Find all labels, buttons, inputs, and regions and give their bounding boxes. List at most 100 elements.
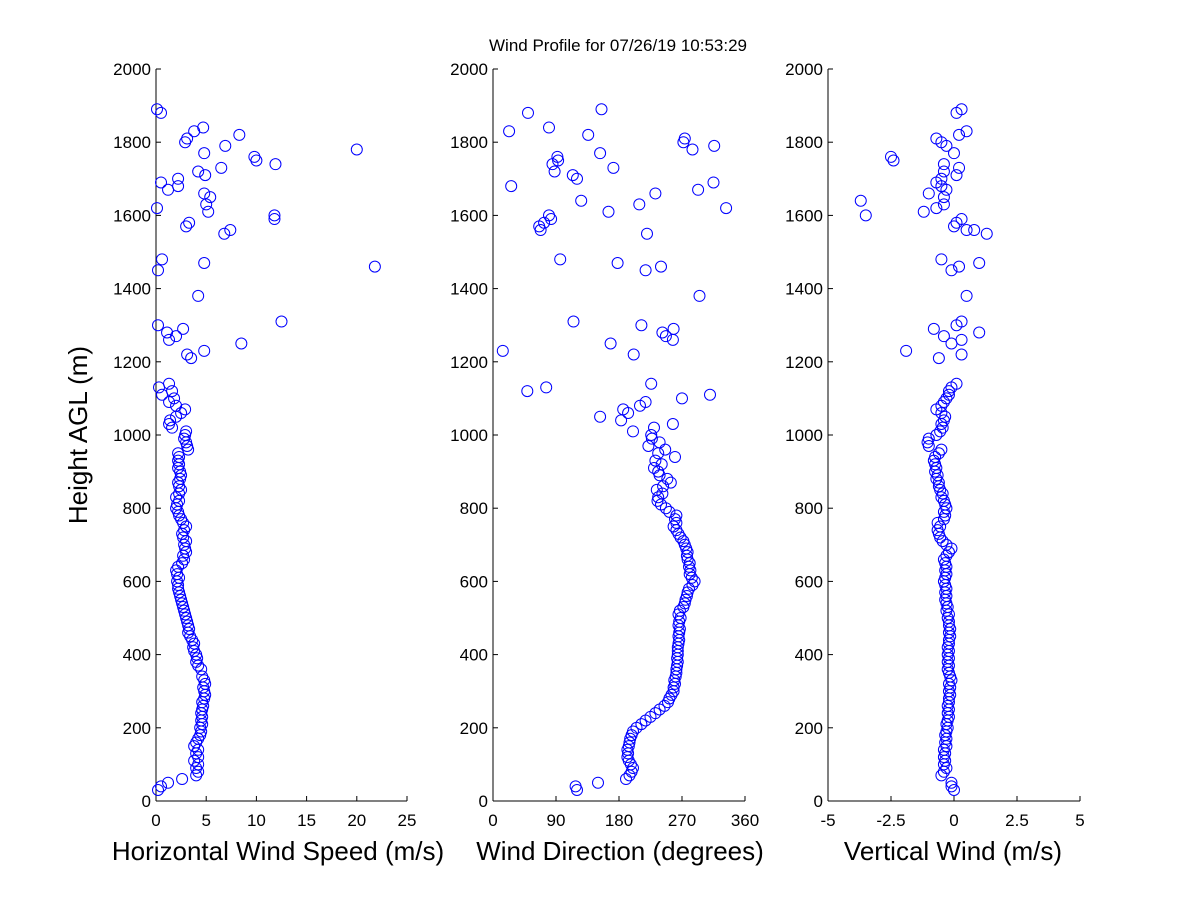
vertical-x-tick-label: -5 — [820, 811, 835, 830]
direction-data-point — [582, 128, 595, 141]
direction-data-point — [650, 483, 663, 496]
vertical-data-point — [922, 432, 935, 445]
direction-data-point — [665, 688, 678, 701]
speed-data-point — [219, 139, 232, 152]
direction-data-point — [522, 106, 534, 119]
speed-data-point — [275, 315, 288, 328]
direction-data-point — [663, 692, 676, 705]
vertical-x-tick-label: 0 — [949, 811, 958, 830]
direction-data-point — [655, 260, 667, 273]
vertical-data-point — [960, 289, 973, 302]
direction-data-point — [635, 718, 648, 731]
speed-y-tick-label: 1600 — [113, 206, 151, 225]
direction-data-point — [685, 571, 698, 584]
speed-data-point — [183, 216, 196, 229]
direction-data-point — [657, 480, 670, 493]
speed-data-point — [151, 202, 164, 215]
vertical-data-point — [942, 385, 955, 398]
speed-data-point — [180, 220, 193, 233]
direction-data-point — [664, 476, 677, 489]
vertical-data-point — [953, 161, 966, 174]
vertical-data-point — [934, 520, 947, 533]
direction-y-tick-label: 200 — [460, 719, 488, 738]
direction-data-point — [623, 736, 636, 749]
speed-data-point — [163, 377, 176, 390]
direction-data-point — [707, 176, 720, 189]
speed-data-point — [188, 754, 201, 767]
speed-data-point — [172, 560, 185, 573]
speed-data-point — [235, 337, 248, 350]
direction-data-point — [649, 707, 662, 720]
vertical-data-point — [931, 524, 944, 537]
speed-data-point — [155, 176, 168, 189]
vertical-data-point — [940, 538, 953, 551]
vertical-data-point — [948, 147, 960, 160]
vertical-data-point — [937, 198, 950, 211]
speed-data-point — [268, 209, 281, 222]
speed-data-point — [156, 253, 169, 266]
vertical-data-point — [937, 743, 950, 756]
direction-data-point — [635, 319, 648, 332]
vertical-data-point — [942, 388, 955, 401]
vertical-y-tick-label: 2000 — [785, 60, 823, 79]
direction-data-point — [604, 337, 617, 350]
speed-data-point — [199, 169, 212, 182]
speed-data-point — [248, 150, 261, 163]
speed-y-tick-label: 200 — [123, 719, 151, 738]
vertical-data-point — [960, 224, 973, 237]
vertical-data-point — [927, 322, 940, 335]
vertical-y-tick-label: 1800 — [785, 133, 823, 152]
vertical-data-point — [942, 608, 955, 621]
direction-data-point — [622, 740, 635, 753]
direction-data-point — [648, 461, 660, 474]
vertical-data-point — [968, 224, 981, 237]
direction-data-point — [505, 180, 518, 193]
direction-data-point — [704, 388, 716, 401]
speed-data-point — [181, 132, 194, 145]
speed-data-point — [166, 385, 179, 398]
speed-x-tick-label: 20 — [347, 811, 366, 830]
speed-x-tick-label: 5 — [201, 811, 210, 830]
vertical-data-point — [931, 469, 944, 482]
vertical-data-point — [953, 128, 966, 141]
vertical-x-tick-label: 5 — [1075, 811, 1084, 830]
speed-y-tick-label: 1400 — [113, 280, 151, 299]
speed-data-point — [155, 780, 168, 793]
direction-data-point — [594, 147, 607, 160]
speed-data-point — [151, 103, 164, 116]
direction-data-point — [680, 590, 693, 603]
vertical-data-point — [940, 392, 953, 405]
vertical-data-point — [945, 264, 958, 277]
speed-data-point — [198, 187, 211, 200]
direction-y-tick-label: 2000 — [450, 60, 488, 79]
direction-x-axis-label: Wind Direction (degrees) — [476, 836, 764, 866]
vertical-data-point — [937, 165, 950, 178]
speed-data-point — [202, 205, 215, 218]
speed-data-point — [161, 326, 174, 339]
direction-data-point — [503, 125, 516, 138]
speed-data-point — [180, 425, 193, 438]
vertical-y-tick-label: 1400 — [785, 280, 823, 299]
direction-x-tick-label: 180 — [605, 811, 633, 830]
speed-data-point — [204, 191, 217, 204]
vertical-data-point — [900, 344, 913, 357]
y-axis-label: Height AGL (m) — [63, 346, 93, 524]
vertical-data-point — [935, 443, 948, 456]
direction-data-point — [641, 227, 653, 240]
direction-data-point — [669, 450, 681, 463]
direction-data-point — [661, 472, 674, 485]
direction-panel: 0 200 400 600 800 1000 1200 1400 1600 1800 2000 0 90… — [450, 60, 759, 830]
direction-y-tick-label: 1200 — [450, 353, 488, 372]
speed-data-point — [198, 147, 211, 160]
vertical-data-point — [931, 516, 944, 529]
speed-y-tick-label: 600 — [123, 572, 151, 591]
vertical-wind-panel: 0 200 400 600 800 1000 1200 1400 1600 1800 2000 -5 -… — [785, 60, 1085, 830]
direction-data-point — [545, 213, 558, 226]
direction-data-point — [566, 169, 579, 182]
direction-data-point — [567, 315, 580, 328]
vertical-x-tick-label: -2.5 — [876, 811, 905, 830]
speed-data-point — [170, 399, 183, 412]
speed-y-tick-label: 1000 — [113, 426, 151, 445]
